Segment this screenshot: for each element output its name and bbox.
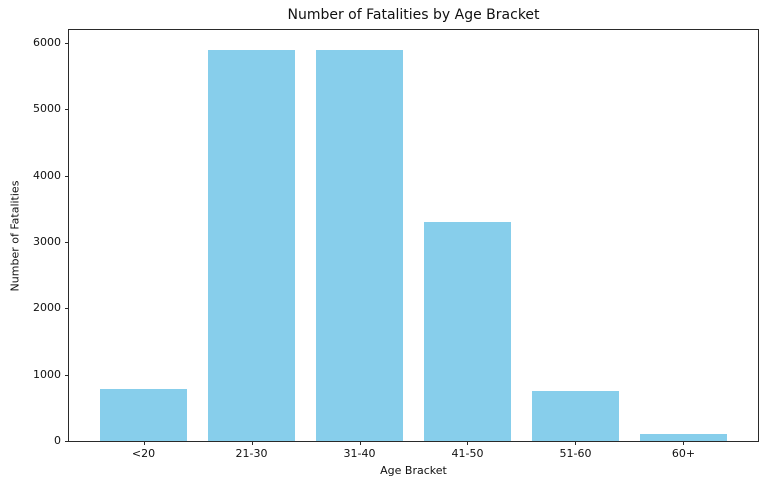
bar-41-50 bbox=[424, 222, 511, 441]
x-tick-mark bbox=[683, 441, 685, 445]
y-tick-label: 1000 bbox=[33, 367, 61, 381]
x-tick-label: 41-50 bbox=[451, 447, 484, 460]
y-tick-mark bbox=[65, 241, 69, 243]
y-tick-label: 2000 bbox=[33, 301, 61, 315]
x-tick-mark bbox=[359, 441, 361, 445]
y-tick-mark bbox=[65, 441, 69, 442]
y-tick-label: 6000 bbox=[33, 35, 61, 49]
x-tick-label: <20 bbox=[131, 447, 156, 460]
bar-<20 bbox=[100, 389, 187, 441]
x-tick-mark bbox=[251, 441, 253, 445]
plot-area: 0 1000 2000 3000 4000 5000 6000 <20 21-30 31-40 41… bbox=[33, 29, 759, 460]
x-tick-mark bbox=[143, 441, 145, 445]
y-tick-label: 0 bbox=[54, 434, 61, 447]
y-tick-mark bbox=[65, 175, 69, 177]
y-tick-label: 3000 bbox=[33, 234, 61, 248]
chart-title: Number of Fatalities by Age Bracket bbox=[287, 7, 540, 23]
x-tick-label: 51-60 bbox=[559, 447, 592, 460]
y-axis-label: Number of Fatalities bbox=[8, 180, 22, 292]
y-tick-mark bbox=[65, 109, 69, 111]
bar-21-30 bbox=[208, 49, 295, 441]
x-tick-mark bbox=[467, 441, 469, 445]
x-axis-label: Age Bracket bbox=[380, 464, 447, 477]
bar-51-60 bbox=[532, 390, 619, 441]
y-tick-mark bbox=[65, 374, 69, 376]
bar-31-40 bbox=[316, 49, 403, 441]
x-tick-label: 60+ bbox=[671, 447, 696, 460]
x-tick-label: 31-40 bbox=[343, 447, 376, 460]
x-tick-mark bbox=[575, 441, 577, 445]
x-tick-label: 21-30 bbox=[235, 447, 268, 460]
bar-60+ bbox=[640, 434, 727, 441]
y-tick-label: 5000 bbox=[33, 102, 61, 116]
y-tick-mark bbox=[65, 308, 69, 310]
y-tick-label: 4000 bbox=[33, 168, 61, 182]
y-tick-mark bbox=[65, 42, 69, 44]
